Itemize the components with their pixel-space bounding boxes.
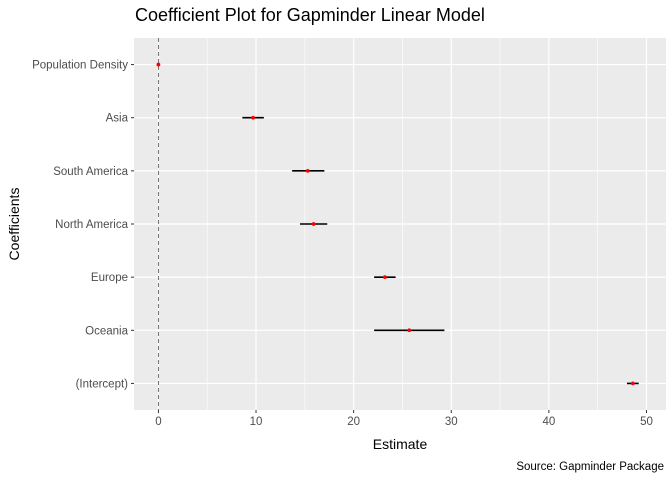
y-tick-label: Asia bbox=[106, 113, 129, 125]
y-tick-label: Population Density bbox=[32, 60, 128, 72]
chart-title: Coefficient Plot for Gapminder Linear Mo… bbox=[135, 5, 485, 25]
estimate-point bbox=[382, 275, 387, 280]
x-tick-label: 20 bbox=[347, 416, 360, 428]
x-axis-ticks: 0 10 20 30 40 50 bbox=[155, 410, 653, 428]
estimate-point bbox=[156, 62, 161, 67]
y-axis-title: Coefficients bbox=[6, 188, 22, 261]
estimate-point bbox=[630, 381, 635, 386]
y-tick-label: North America bbox=[55, 219, 128, 231]
x-tick-label: 40 bbox=[542, 416, 555, 428]
major-gridlines bbox=[134, 38, 666, 410]
x-tick-label: 10 bbox=[250, 416, 263, 428]
estimate-points bbox=[156, 62, 635, 386]
x-axis-title: Estimate bbox=[373, 436, 428, 452]
estimate-point bbox=[251, 115, 255, 120]
estimate-point bbox=[305, 168, 310, 173]
estimate-point bbox=[311, 222, 316, 226]
x-tick-label: 50 bbox=[640, 416, 653, 428]
x-tick-label: 30 bbox=[445, 416, 458, 428]
y-axis-ticks: Population Density Asia South America North… bbox=[32, 60, 134, 390]
y-tick-label: Oceania bbox=[85, 325, 128, 337]
y-tick-label: (Intercept) bbox=[76, 378, 129, 390]
chart-caption: Source: Gapminder Package bbox=[516, 461, 664, 473]
estimate-point bbox=[407, 328, 412, 333]
y-tick-label: Europe bbox=[91, 272, 128, 284]
y-tick-label: South America bbox=[53, 166, 128, 178]
x-tick-label: 0 bbox=[155, 416, 161, 428]
